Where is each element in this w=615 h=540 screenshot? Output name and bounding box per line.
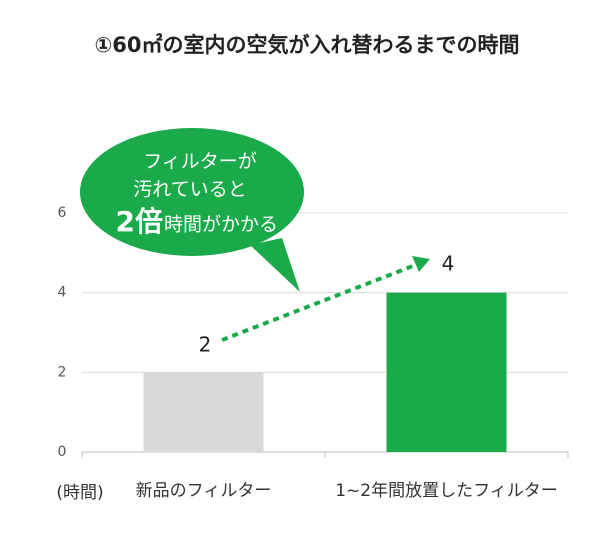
bubble-emphasis: 2倍 [116, 205, 163, 238]
trend-arrow [221, 256, 430, 342]
bubble-line: 時間がかかる [164, 214, 278, 236]
x-tick-label: 新品のフィルター [136, 481, 272, 501]
x-tick-label: 1~2年間放置したフィルター [335, 481, 558, 501]
bubble-line: 汚れていると [133, 179, 246, 201]
bar [143, 372, 264, 452]
data-label: 4 [442, 252, 455, 276]
arrow-head [412, 256, 430, 272]
chart-title: ①60㎡の室内の空気が入れ替わるまでの時間 [94, 33, 519, 57]
arrow-line [221, 262, 419, 342]
speech-bubble: フィルターが 汚れていると 2倍 時間がかかる [80, 128, 304, 292]
y-tick-label: 6 [58, 205, 67, 221]
data-label: 2 [199, 333, 212, 357]
y-axis-label: (時間) [56, 483, 103, 503]
y-tick-label: 2 [58, 364, 67, 380]
y-tick-label: 0 [58, 444, 67, 460]
y-tick-label: 4 [58, 285, 67, 301]
bar [386, 292, 507, 452]
bubble-tail [250, 238, 300, 292]
bubble-body [80, 128, 304, 256]
bubble-line: フィルターが [143, 151, 257, 173]
